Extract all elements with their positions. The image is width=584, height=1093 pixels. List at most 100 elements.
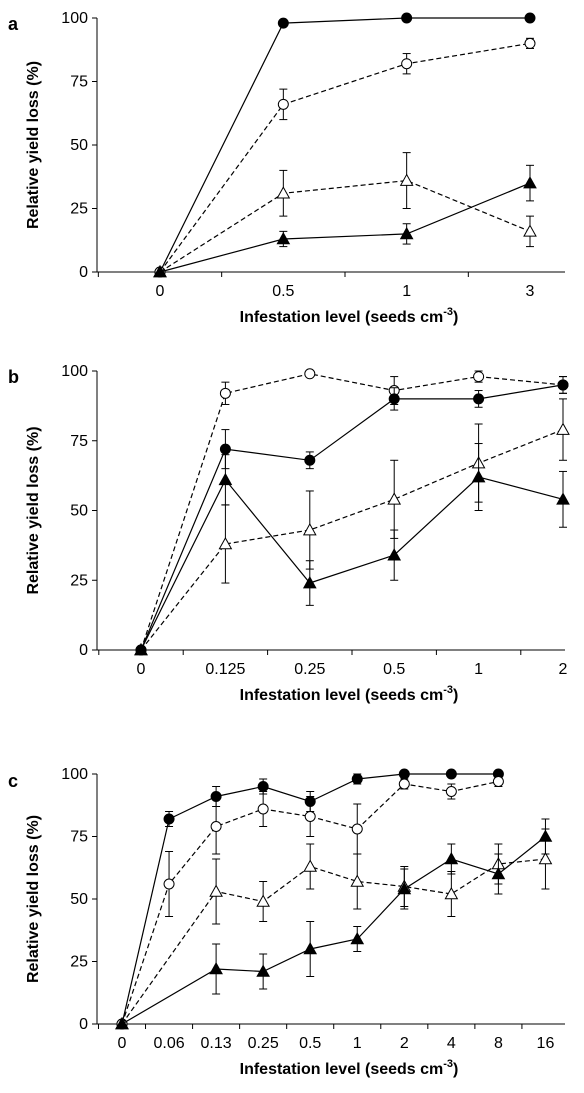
series-filled-circle xyxy=(154,12,536,278)
data-point xyxy=(115,1016,129,1030)
data-point xyxy=(256,964,270,977)
x-axis-title-main: Infestation level (seeds cm xyxy=(240,309,444,326)
x-tick-label: 0 xyxy=(156,283,165,300)
data-point xyxy=(401,12,413,24)
y-tick-label: 50 xyxy=(70,137,88,154)
x-tick-label: 0.5 xyxy=(383,661,405,678)
chart-panel-c: c 0 25 50 75 100 0 0.06 0.13 0.25 0.5 1 2 4 8 16 Infesta… xyxy=(8,766,565,1078)
data-point xyxy=(398,778,410,790)
x-tick-label: 0.06 xyxy=(153,1035,184,1052)
x-tick-label: 1 xyxy=(474,661,483,678)
data-point xyxy=(387,548,402,561)
data-point xyxy=(398,768,410,780)
y-tick-label: 50 xyxy=(70,503,88,520)
data-point xyxy=(444,851,459,865)
data-point xyxy=(556,422,570,435)
data-point xyxy=(523,176,537,189)
data-point xyxy=(257,803,269,815)
data-point xyxy=(218,472,233,486)
x-axis-title-close: ) xyxy=(453,309,458,326)
y-tick-label: 75 xyxy=(70,829,88,846)
y-axis-title: Relative yield loss (%) xyxy=(25,61,42,229)
x-tick-label: 8 xyxy=(494,1035,503,1052)
panel-label: a xyxy=(8,14,19,34)
data-point xyxy=(473,371,485,383)
series-filled-triangle xyxy=(115,818,553,1030)
series-open-triangle xyxy=(115,828,553,1030)
y-tick-label: 0 xyxy=(79,264,88,281)
x-tick-label: 0.5 xyxy=(299,1035,321,1052)
series-filled-circle xyxy=(135,376,569,656)
data-point xyxy=(538,829,553,842)
x-tick-label: 1 xyxy=(353,1035,362,1052)
data-point xyxy=(523,224,537,237)
data-point xyxy=(210,821,222,832)
x-axis-title-superscript: -3 xyxy=(443,306,453,318)
series-open-circle xyxy=(135,368,569,656)
y-tick-label: 100 xyxy=(61,766,88,783)
y-tick-label: 0 xyxy=(79,642,88,659)
data-point xyxy=(163,813,175,825)
y-tick-label: 25 xyxy=(70,572,88,589)
x-tick-label: 16 xyxy=(537,1035,555,1052)
x-tick-label: 0.125 xyxy=(205,661,245,678)
panel-label: c xyxy=(8,771,18,791)
data-point xyxy=(304,368,316,380)
y-tick-label: 25 xyxy=(70,201,88,218)
series-line xyxy=(121,858,546,1025)
series-line xyxy=(140,373,564,651)
data-point xyxy=(388,393,400,405)
data-point xyxy=(209,961,223,975)
series-line xyxy=(140,384,564,651)
series-line xyxy=(159,182,531,273)
data-point xyxy=(209,884,223,897)
data-point xyxy=(491,866,506,880)
x-axis-title-superscript: -3 xyxy=(443,1058,453,1070)
series-open-circle xyxy=(116,776,504,1030)
data-point xyxy=(256,894,270,907)
series-filled-triangle xyxy=(134,443,570,656)
y-tick-label: 100 xyxy=(61,363,88,380)
data-point xyxy=(303,941,318,955)
data-point xyxy=(218,536,233,550)
data-point xyxy=(473,393,485,405)
x-axis-title: Infestation level (seeds cm-3) xyxy=(240,306,459,326)
panel-label: b xyxy=(8,367,19,387)
data-point xyxy=(134,642,148,656)
data-point xyxy=(350,931,365,945)
data-point xyxy=(538,851,553,865)
data-point xyxy=(492,776,504,787)
chart-panel-b: b 0 25 50 75 100 0 0.125 0.25 0.5 1 2 Infestation le… xyxy=(8,363,570,704)
x-axis-title-main: Infestation level (seeds cm xyxy=(240,1061,444,1078)
series-open-triangle xyxy=(134,398,570,656)
data-point xyxy=(444,886,459,900)
x-axis-title-close: ) xyxy=(453,1061,458,1078)
series-line xyxy=(121,780,499,1025)
data-point xyxy=(257,781,269,792)
x-tick-label: 0 xyxy=(118,1035,127,1052)
data-point xyxy=(401,58,413,70)
y-tick-label: 25 xyxy=(70,954,88,971)
data-point xyxy=(276,186,291,199)
data-point xyxy=(304,454,316,466)
x-tick-label: 1 xyxy=(402,283,411,300)
x-axis-title-main: Infestation level (seeds cm xyxy=(240,687,444,704)
y-tick-label: 50 xyxy=(70,891,88,908)
data-point xyxy=(351,823,363,835)
data-point xyxy=(219,387,231,399)
x-tick-label: 0.13 xyxy=(201,1035,232,1052)
data-point xyxy=(387,492,402,505)
data-point xyxy=(163,878,175,890)
y-axis-title: Relative yield loss (%) xyxy=(25,815,42,983)
x-axis-title: Infestation level (seeds cm-3) xyxy=(240,1058,459,1078)
data-point xyxy=(556,492,570,505)
data-point xyxy=(524,12,536,24)
series-filled-triangle xyxy=(153,164,537,278)
x-axis-title: Infestation level (seeds cm-3) xyxy=(240,684,459,704)
series-open-circle xyxy=(154,37,536,278)
data-point xyxy=(277,17,289,29)
x-tick-label: 2 xyxy=(559,661,568,678)
data-point xyxy=(302,576,317,589)
y-axis-title: Relative yield loss (%) xyxy=(25,426,42,594)
